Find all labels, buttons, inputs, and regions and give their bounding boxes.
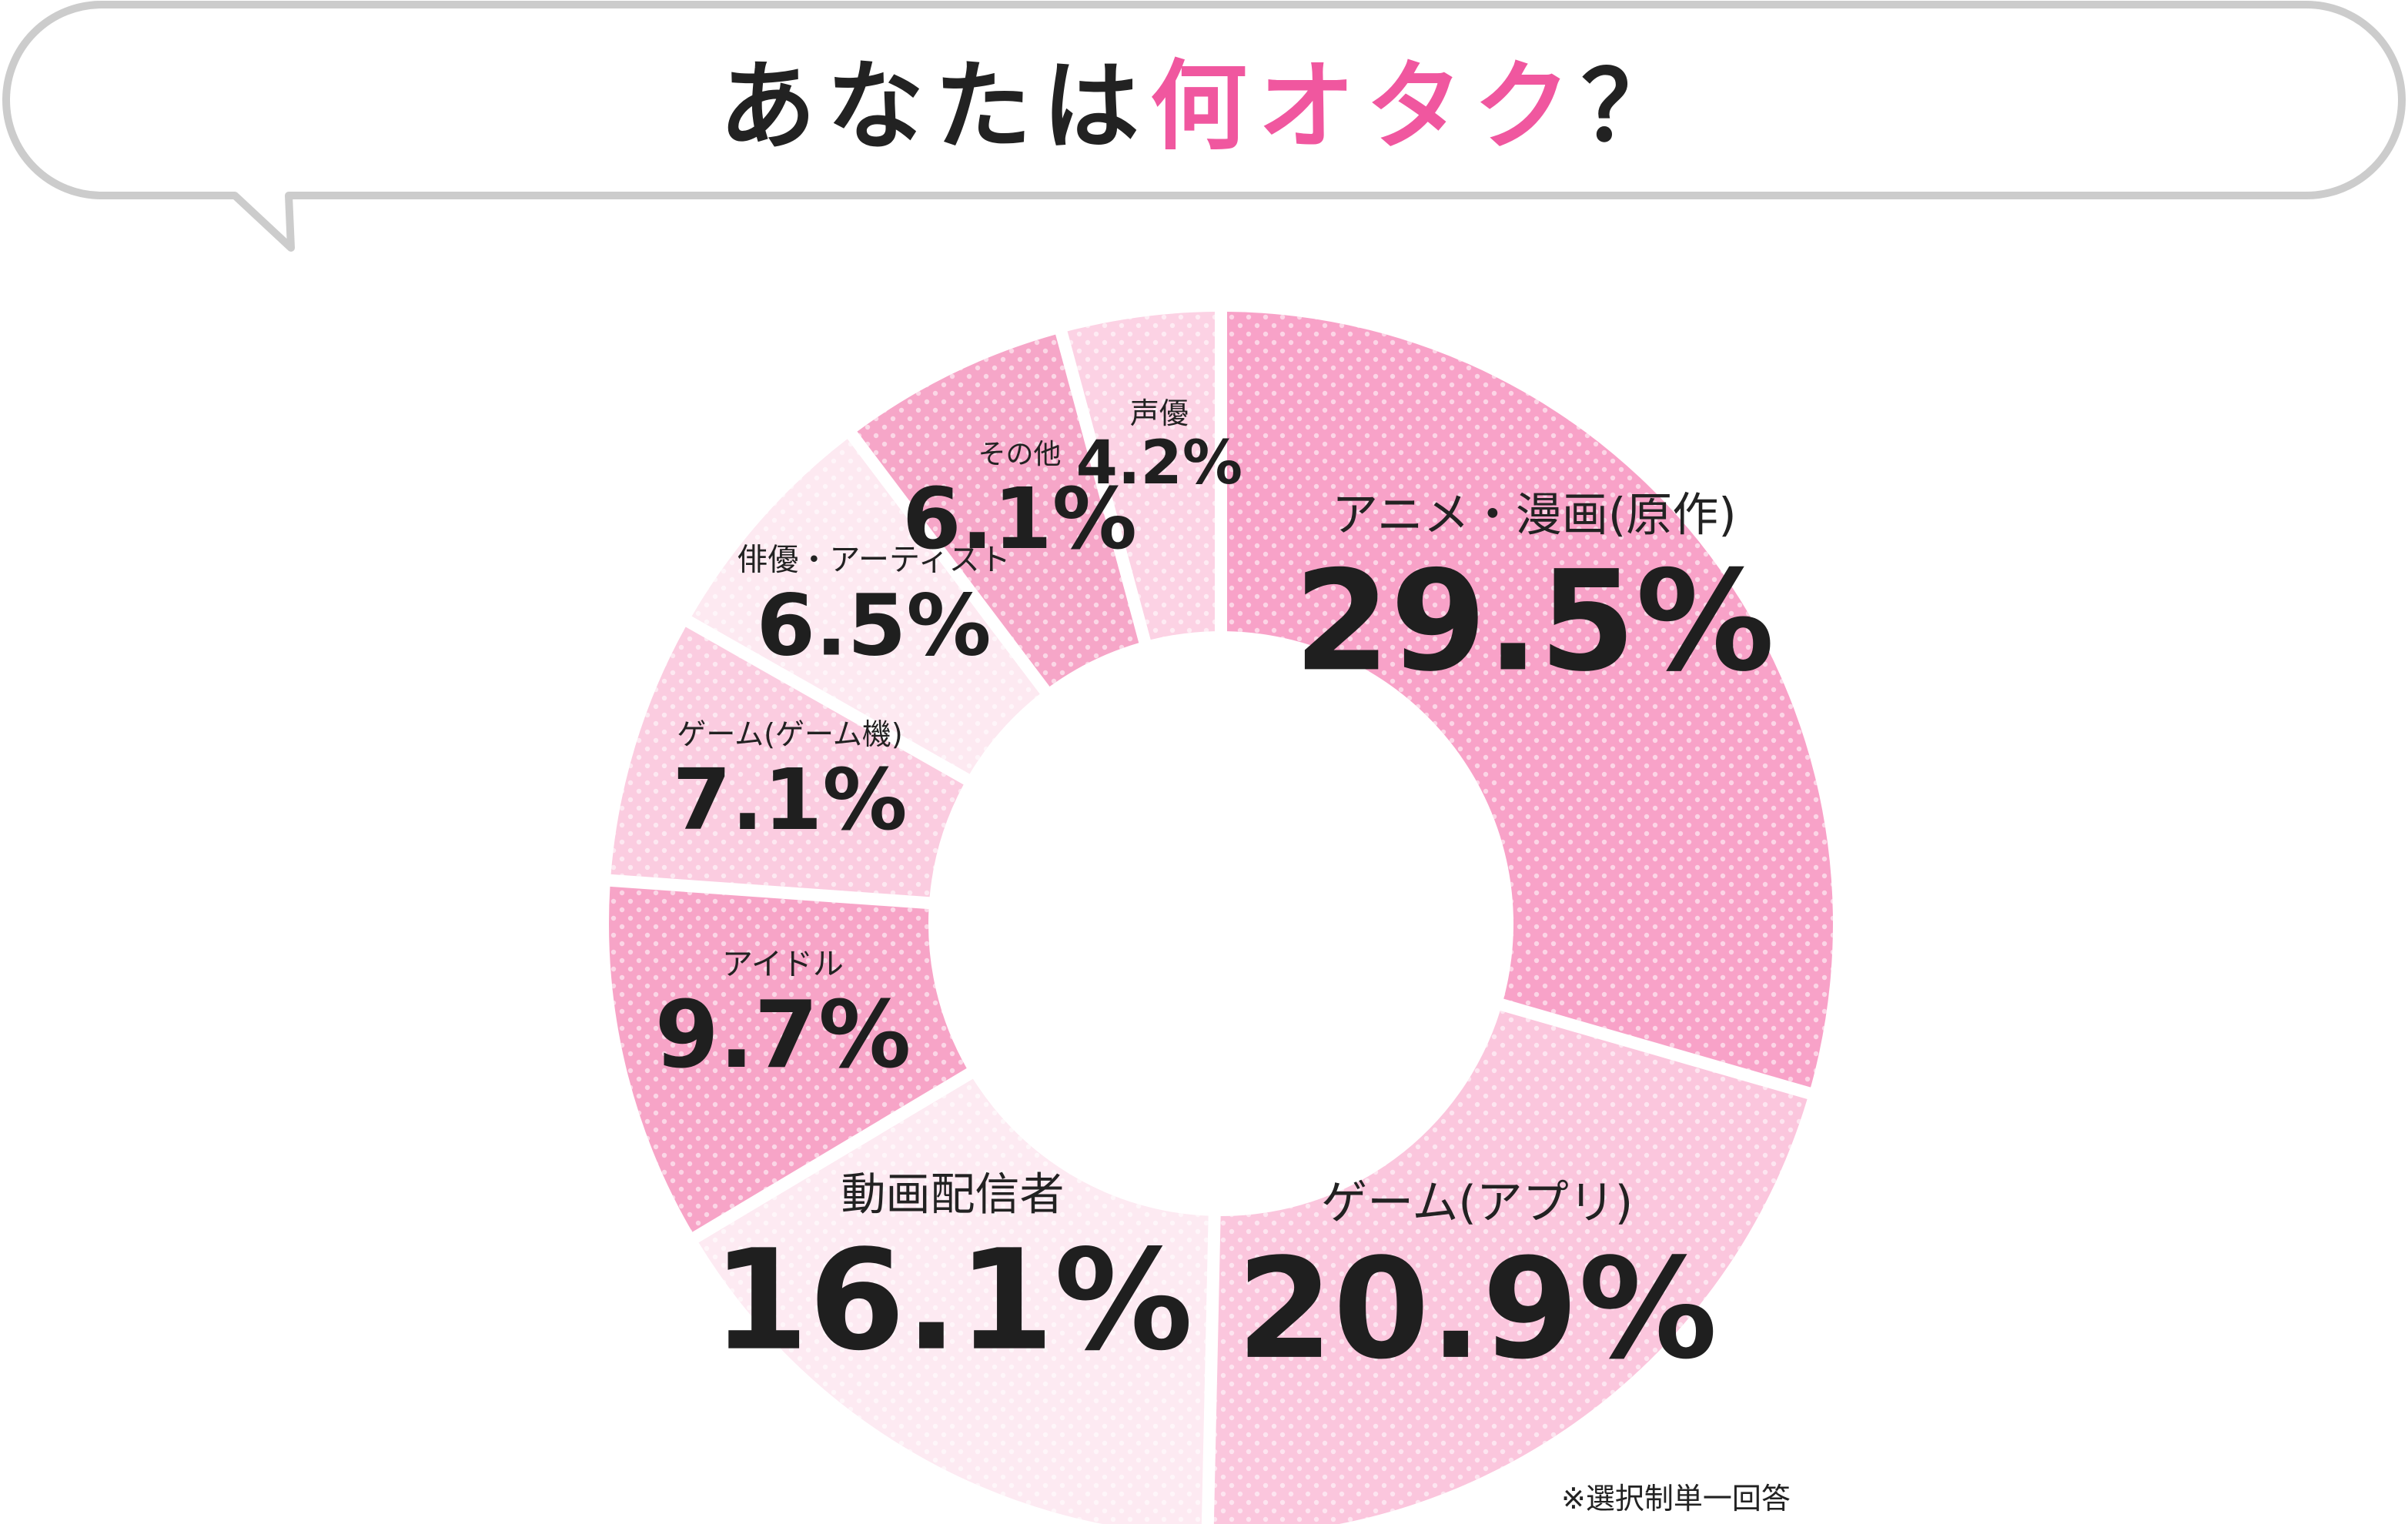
slice-category-label: 動画配信者 [841,1168,1064,1221]
page-title: あなたは何オタク？ [0,42,2408,172]
slice-category-label: アニメ・漫画(原作) [1332,488,1737,542]
speech-bubble-outline [2,1,2406,252]
slice-value-label: 6.5% [756,576,991,674]
title-prefix: あなたは [719,50,1150,163]
slice-value-label: 29.5% [1294,541,1774,702]
slice-category-label: ゲーム(アプリ) [1321,1176,1633,1230]
title-highlight: 何オタク [1150,50,1581,163]
slice-dots [1067,312,1216,640]
slice-value-label: 7.1% [672,750,907,849]
slice-dots [691,439,1040,774]
slice-2 [1213,1011,1808,1524]
slice-3 [698,1078,1209,1524]
slice-category-label: アイドル [722,947,844,982]
slice-value-label: 4.2% [1076,429,1242,498]
slice-category-label: その他 [978,439,1061,470]
slice-5 [610,627,964,897]
speech-bubble [2,1,2406,252]
footnote: ※選択制単一回答 [1561,1482,1791,1516]
slice-dots [698,1078,1209,1524]
slice-dots [610,627,964,897]
slice-value-label: 9.7% [655,982,911,1089]
slice-dots [609,886,967,1232]
slice-6 [691,439,1040,774]
slice-value-label: 20.9% [1236,1229,1717,1390]
slice-value-label: 16.1% [712,1221,1192,1382]
slice-value-label: 6.1% [902,470,1137,568]
slice-category-label: ゲーム(ゲーム機) [677,717,902,751]
slice-dots [857,334,1139,687]
slice-4 [609,886,967,1232]
slice-category-label: 声優 [1130,396,1189,430]
slice-8 [1067,312,1216,640]
slice-7 [857,334,1139,687]
donut-slices [609,312,1834,1524]
slice-dots [1213,1011,1808,1524]
slice-dots [1226,312,1834,1088]
title-suffix: ？ [1581,50,1689,163]
slice-1 [1226,312,1834,1088]
slice-category-label: 俳優・アーティスト [737,542,1010,577]
